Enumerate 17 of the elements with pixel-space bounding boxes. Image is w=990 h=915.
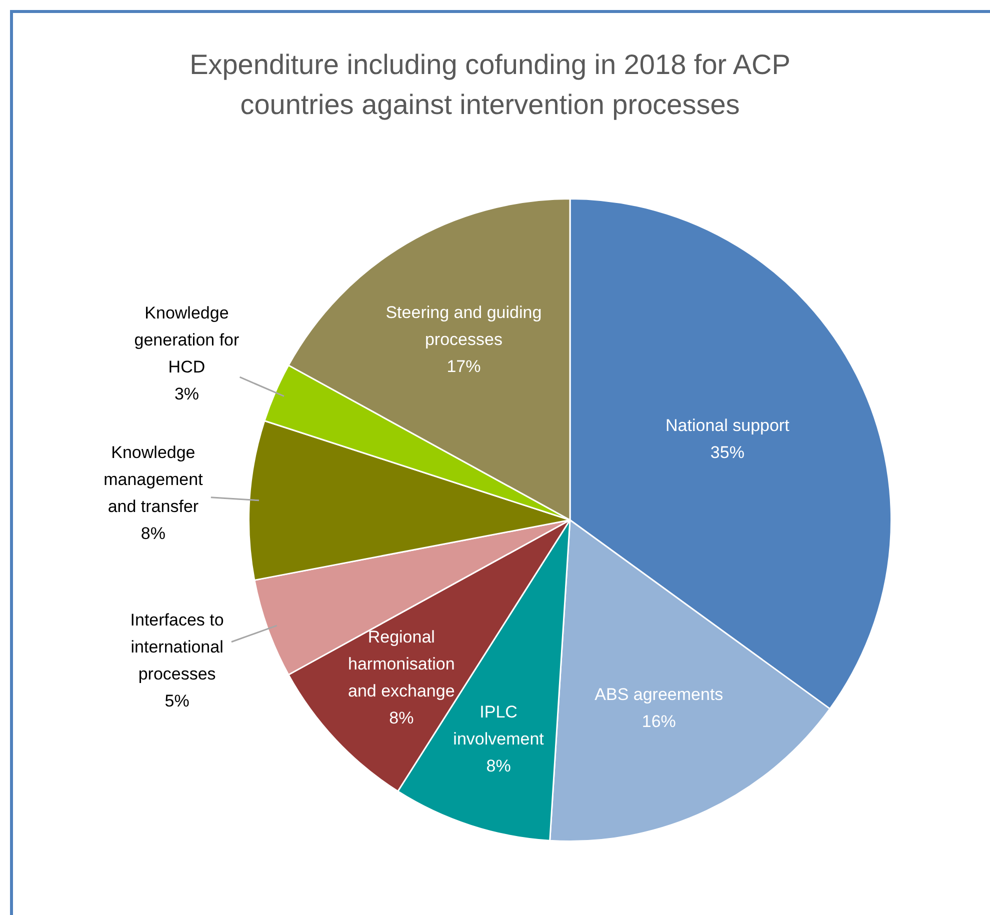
data-label: 35% (710, 442, 744, 462)
slice-label: Knowledge generation for HCD (134, 303, 240, 376)
data-label: 8% (140, 524, 166, 543)
slice-label: ABS agreements (594, 685, 724, 704)
slice-label: Regional harmonisation and exchange (348, 628, 455, 701)
slice-label: Steering and guiding processes (386, 302, 542, 349)
data-label: 17% (446, 356, 481, 376)
chart-title: Expenditure including cofunding in 2018 for ACP countries against intervention processes (188, 48, 792, 122)
data-label: 8% (486, 756, 511, 776)
data-label: 8% (389, 708, 414, 728)
slice-label: IPLC involvement (453, 702, 544, 749)
data-label: 3% (174, 384, 200, 404)
data-label: 16% (642, 712, 676, 732)
slice-label: Knowledge management and transfer (104, 442, 204, 516)
data-label: 5% (164, 692, 190, 711)
slice-label: Interfaces to international processes (130, 610, 224, 684)
slice-label: National support (666, 416, 790, 435)
